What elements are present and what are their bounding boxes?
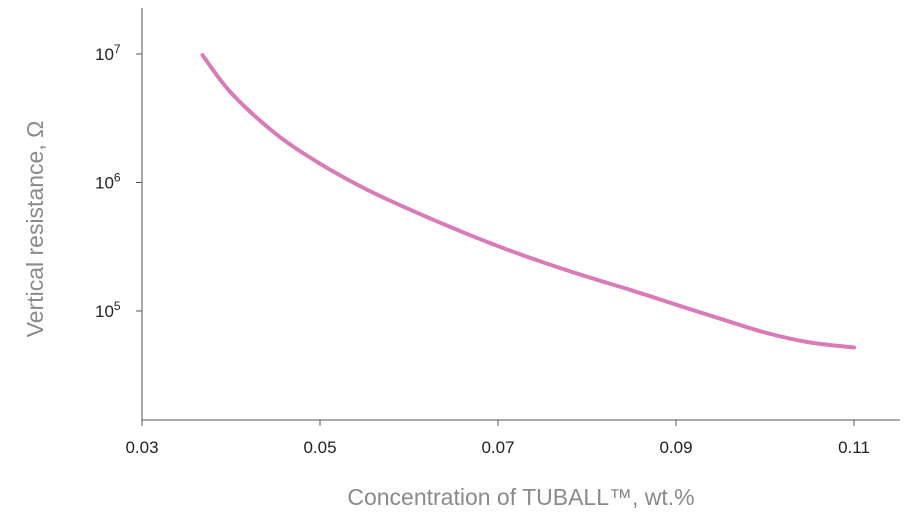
- x-tick-label: 0.11: [838, 438, 870, 457]
- x-axis-ticks: 0.03 0.05 0.07 0.09 0.11: [125, 420, 870, 457]
- y-tick-label: 107: [95, 42, 121, 64]
- y-tick-label: 105: [95, 299, 121, 321]
- y-axis-title: Vertical resistance, Ω: [22, 121, 48, 338]
- series-line: [200, 53, 856, 350]
- y-tick-label: 106: [95, 171, 121, 193]
- x-tick-label: 0.05: [303, 438, 336, 457]
- x-axis-title: Concentration of TUBALL™, wt.%: [347, 484, 694, 510]
- y-axis-ticks: 107 106 105: [95, 42, 142, 321]
- x-tick-label: 0.09: [659, 438, 692, 457]
- x-tick-label: 0.07: [481, 438, 514, 457]
- x-tick-label: 0.03: [125, 438, 158, 457]
